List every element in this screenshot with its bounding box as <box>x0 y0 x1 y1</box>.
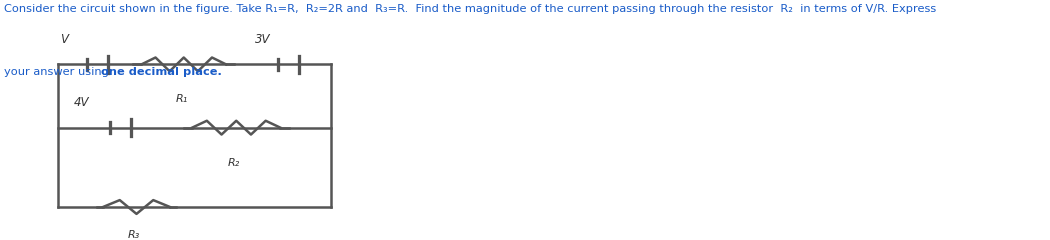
Text: V: V <box>60 33 68 46</box>
Text: 4V: 4V <box>74 96 89 109</box>
Text: R₂: R₂ <box>228 157 240 168</box>
Text: your answer using: your answer using <box>4 67 112 77</box>
Text: Consider the circuit shown in the figure. Take R₁=R,  R₂=2R and  R₃=R.  Find the: Consider the circuit shown in the figure… <box>4 4 937 14</box>
Text: 3V: 3V <box>255 33 271 46</box>
Text: R₃: R₃ <box>128 230 141 240</box>
Text: R₁: R₁ <box>175 94 188 104</box>
Text: one decimal place.: one decimal place. <box>101 67 222 77</box>
